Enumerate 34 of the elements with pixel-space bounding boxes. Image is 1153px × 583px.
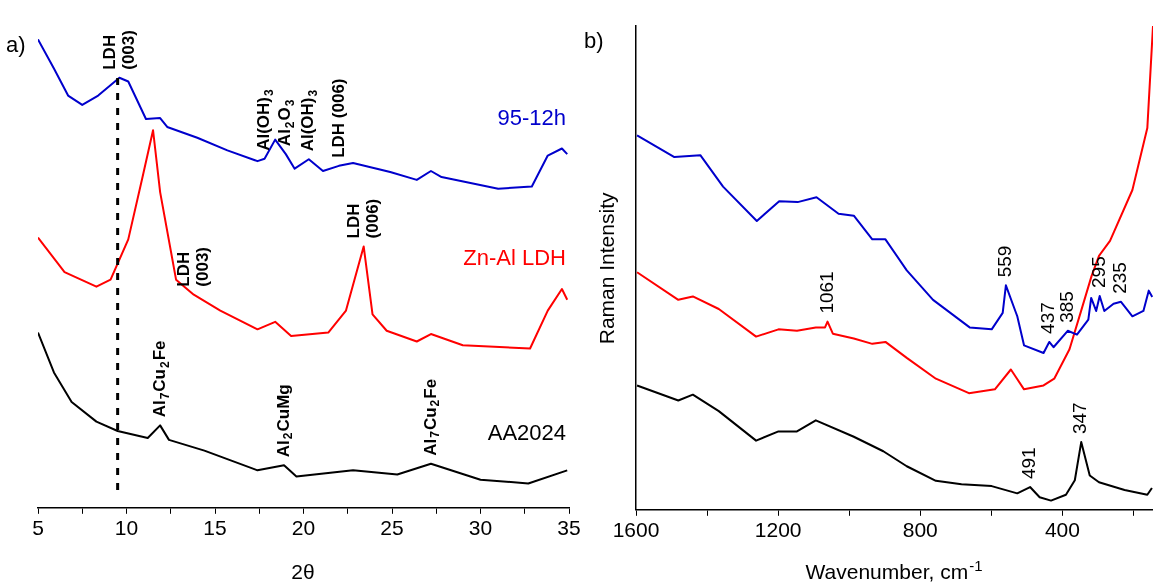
chart-title: b) — [584, 28, 604, 53]
y-axis-title: Raman Intensity — [595, 192, 618, 345]
x-tick-label: 35 — [557, 516, 581, 540]
x-tick-label: 15 — [203, 516, 227, 540]
annotation: 295 — [1087, 256, 1109, 288]
x-tick-label: 20 — [291, 516, 316, 540]
annotation: 235 — [1109, 262, 1131, 294]
series-label: 95-12h — [497, 104, 567, 130]
annotation: LDH (006) — [343, 198, 382, 239]
x-tick-label: 30 — [468, 516, 493, 540]
x-tick-label: 25 — [380, 516, 404, 540]
annotation: Al2O3 — [275, 99, 298, 147]
annotation: Al2CuMg — [273, 384, 296, 458]
annotation: Al(OH)3 — [254, 89, 276, 151]
annotation: Al7Cu2Fe — [420, 378, 443, 456]
annotation: LDH (003) — [99, 30, 138, 70]
x-axis-title: 2θ — [291, 560, 315, 583]
x-tick-label: 400 — [1044, 518, 1080, 542]
x-tick-label: 5 — [32, 516, 44, 540]
x-tick-label: 1200 — [754, 518, 802, 542]
series-label: Zn-Al LDH — [463, 245, 566, 271]
annotation: LDH (006) — [328, 78, 348, 158]
chart-title: a) — [6, 32, 26, 57]
annotation: 559 — [994, 245, 1016, 278]
x-tick-label: 1600 — [612, 518, 660, 542]
series-label: AA2024 — [487, 419, 567, 445]
annotation: 491 — [1018, 447, 1040, 480]
x-tick-label: 10 — [114, 516, 139, 540]
annotation: 1061 — [815, 271, 837, 314]
annotation: 347 — [1069, 402, 1091, 435]
annotation: Al(OH)3 — [298, 89, 321, 152]
annotation: LDH (003) — [173, 246, 212, 287]
x-tick-label: 800 — [902, 518, 938, 542]
annotation: Al7Cu2Fe — [149, 340, 172, 418]
